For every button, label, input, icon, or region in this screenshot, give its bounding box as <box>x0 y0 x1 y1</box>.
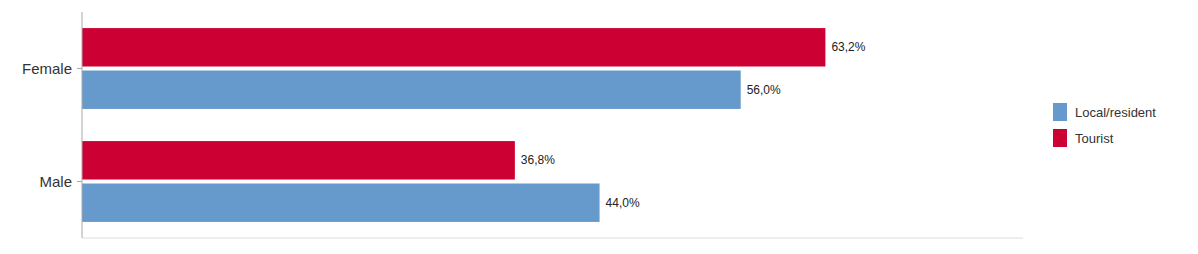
legend-swatch <box>1053 129 1067 147</box>
legend-label: Local/resident <box>1075 105 1156 120</box>
legend-label: Tourist <box>1075 131 1114 146</box>
y-axis-line <box>82 12 83 238</box>
legend: Local/resident Tourist <box>1053 103 1156 147</box>
legend-swatch <box>1053 103 1067 121</box>
y-tick-label: Male <box>39 173 72 190</box>
y-tick <box>77 68 82 69</box>
bar <box>82 71 741 109</box>
data-label: 56,0% <box>747 83 781 97</box>
y-tick-label: Female <box>22 60 72 77</box>
data-labels: 56,0% 44,0% 63,2% 36,8% <box>521 40 866 209</box>
chart-container: 56,0% 44,0% 63,2% 36,8% Female Male Local/resi… <box>0 0 1198 254</box>
bar <box>82 141 515 179</box>
data-label: 44,0% <box>606 196 640 210</box>
bar <box>82 28 825 66</box>
data-label: 63,2% <box>831 40 865 54</box>
bars <box>82 28 825 222</box>
data-label: 36,8% <box>521 153 555 167</box>
y-tick <box>77 181 82 182</box>
bar <box>82 184 600 222</box>
chart: 56,0% 44,0% 63,2% 36,8% Female Male Local/resi… <box>0 0 1198 254</box>
x-axis-line <box>82 238 1023 239</box>
